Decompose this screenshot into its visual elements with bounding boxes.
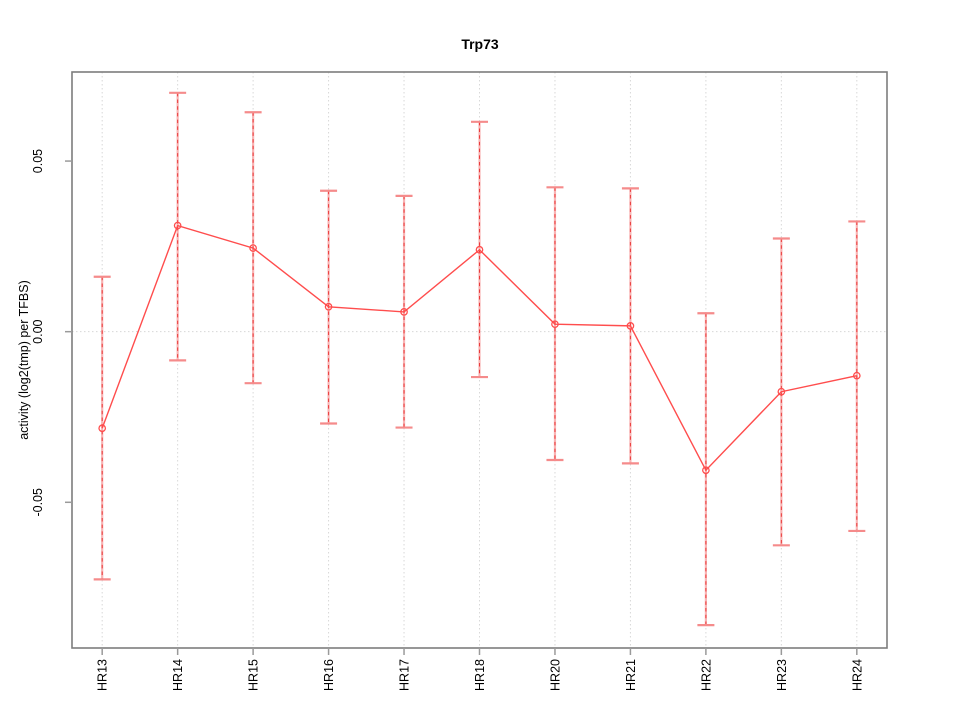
series-line xyxy=(101,224,857,472)
data-point xyxy=(551,320,559,329)
x-tick-label: HR20 xyxy=(548,659,562,691)
x-tick-label: HR21 xyxy=(624,659,638,691)
chart-title: Trp73 xyxy=(461,36,499,52)
x-tick-label: HR16 xyxy=(322,659,336,691)
y-tick-label: 0.00 xyxy=(31,319,45,343)
data-point xyxy=(702,466,710,475)
y-tick-label: 0.05 xyxy=(31,149,45,173)
data-point xyxy=(98,424,107,433)
x-tick-label: HR18 xyxy=(473,659,487,691)
data-point xyxy=(400,308,408,316)
data-point xyxy=(626,322,635,330)
x-tick-label: HR22 xyxy=(699,659,713,691)
x-tick-label: HR14 xyxy=(171,659,185,691)
x-tick-label: HR13 xyxy=(96,659,110,691)
y-axis-label: activity (log2(tmp) per TFBS) xyxy=(17,280,31,440)
data-point xyxy=(852,371,861,380)
y-tick-label: -0.05 xyxy=(31,488,45,517)
x-tick-label: HR23 xyxy=(775,659,789,691)
x-tick-label: HR15 xyxy=(247,659,261,691)
data-point xyxy=(173,221,182,230)
data-point xyxy=(324,302,333,311)
x-tick-label: HR17 xyxy=(398,659,412,691)
x-tick-label: HR24 xyxy=(850,659,864,691)
data-point xyxy=(249,244,257,252)
data-point xyxy=(475,245,484,254)
data-point xyxy=(777,387,786,396)
